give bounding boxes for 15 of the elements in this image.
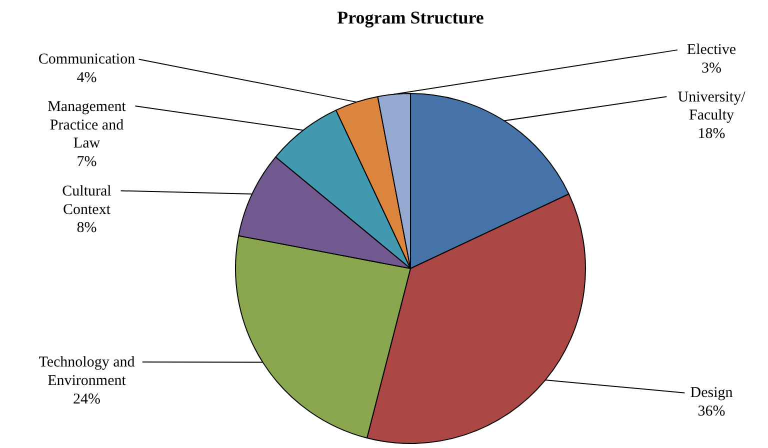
data-label: 3% [702, 60, 722, 77]
slice-label: Elective [686, 42, 736, 58]
slice-label: Technology and Environment [38, 354, 136, 390]
data-label: 24% [73, 391, 100, 408]
slice-label: Design [690, 385, 734, 402]
slice-label: University/Faculty [678, 89, 746, 124]
slice-label: Communication [38, 52, 136, 68]
data-label: 36% [698, 404, 726, 420]
slice-label: Management Practice and Law [48, 98, 127, 152]
data-label: 7% [76, 154, 97, 170]
data-label: 8% [76, 220, 97, 236]
slice-label: Cultural Context [62, 183, 112, 218]
data-label: 4% [76, 70, 97, 86]
chart-title: Program Structure [337, 8, 484, 28]
data-label: 18% [698, 126, 726, 142]
